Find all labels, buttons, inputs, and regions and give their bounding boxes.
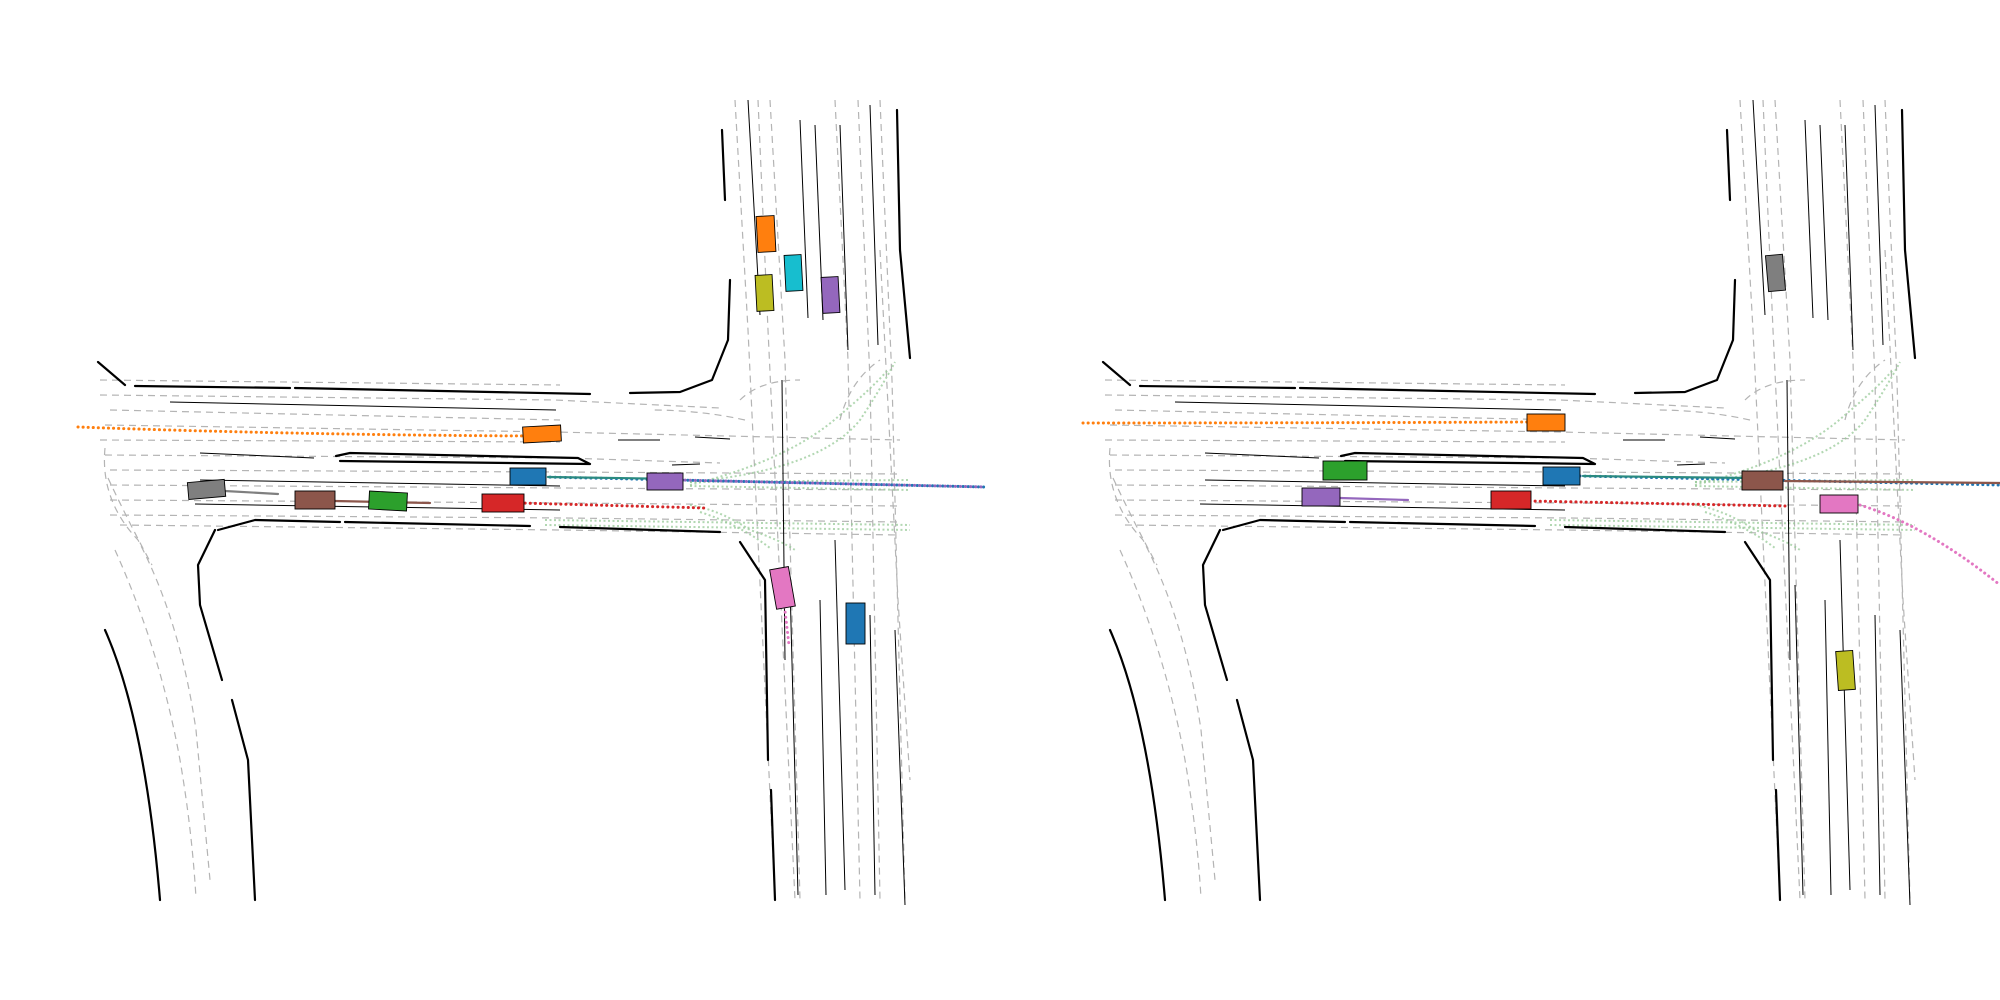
trajectory-purple [678, 478, 987, 489]
vehicle-gray [186, 478, 227, 501]
trajectory-pink [1858, 503, 2000, 587]
trajectories [1081, 420, 2000, 587]
trajectory-red [518, 501, 707, 510]
trajectory-gray [223, 489, 280, 496]
vehicle-blue [1542, 466, 1581, 486]
vehicle-pink [1819, 494, 1859, 514]
panel-left [76, 98, 987, 907]
vehicle-blue [509, 467, 547, 486]
vehicle-blue-2 [845, 602, 866, 645]
trajectory-teal [1581, 474, 1752, 480]
vehicle-orange-2 [755, 215, 777, 253]
vehicle-orange [1526, 413, 1566, 432]
vehicles [186, 215, 866, 645]
vehicle-purple-2 [820, 276, 841, 314]
vehicle-gray [1764, 253, 1787, 293]
vehicle-red [1490, 490, 1532, 510]
trajectory-brown [1783, 479, 2000, 485]
trajectory-blue [543, 475, 987, 489]
vehicle-purple [646, 472, 684, 491]
vehicle-pink [769, 566, 796, 610]
trajectory-orange [1081, 420, 1530, 425]
vehicles [1301, 253, 1859, 691]
vehicle-olive [754, 274, 775, 312]
vehicle-brown [294, 490, 336, 510]
trajectory-orange [76, 425, 537, 438]
vehicle-purple [1301, 487, 1341, 507]
vehicle-green [368, 490, 408, 512]
trajectory-pink [782, 600, 791, 647]
vehicle-brown [1741, 470, 1784, 491]
trajectory-red [1528, 499, 1787, 508]
vehicle-orange [522, 424, 562, 444]
vehicle-cyan [783, 254, 804, 292]
vehicle-olive [1835, 649, 1856, 691]
trajectory-purple [1338, 496, 1410, 502]
panel-right [1081, 98, 2000, 907]
vehicle-green [1322, 460, 1368, 481]
vehicle-red [481, 493, 525, 513]
